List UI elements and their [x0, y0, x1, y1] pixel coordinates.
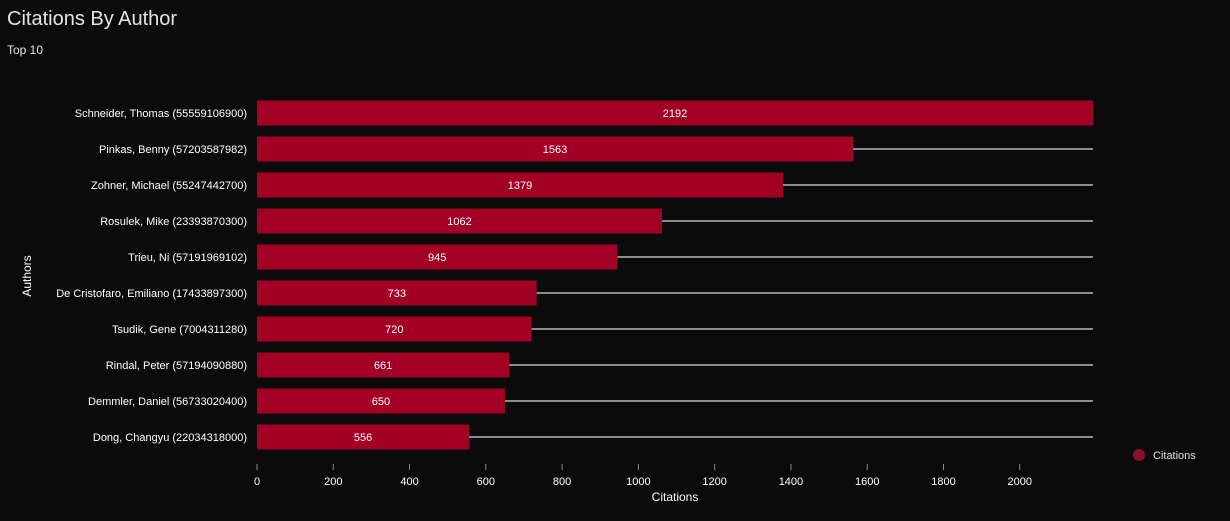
x-tick-label: 200 [324, 476, 342, 488]
category-label: Demmler, Daniel (56733020400) [88, 396, 247, 408]
x-tick-label: 1000 [626, 476, 650, 488]
legend[interactable]: Citations [1133, 449, 1196, 462]
bar-value-label: 1563 [543, 144, 567, 156]
category-label: Zohner, Michael (55247442700) [91, 180, 247, 192]
bar[interactable] [257, 424, 470, 450]
x-tick-label: 1400 [779, 476, 803, 488]
category-label: Dong, Changyu (22034318000) [93, 432, 247, 444]
bars [257, 100, 1093, 450]
category-label: De Cristofaro, Emiliano (17433897300) [56, 288, 247, 300]
legend-label: Citations [1153, 450, 1196, 462]
bar[interactable] [257, 136, 854, 162]
bar[interactable] [257, 244, 618, 270]
category-label: Tsudik, Gene (7004311280) [112, 324, 247, 336]
bar-value-labels: 2192 1563 1379 1062 945 733 720 661 650 556 [354, 108, 687, 444]
bar[interactable] [257, 280, 537, 306]
track-lines [469, 148, 1093, 438]
bar-value-label: 733 [388, 288, 406, 300]
bar-value-label: 1062 [447, 216, 471, 228]
bar[interactable] [257, 352, 510, 378]
bar[interactable] [257, 100, 1093, 126]
category-label: Rindal, Peter (57194090880) [106, 360, 247, 372]
y-axis-title: Authors [20, 255, 34, 296]
bar-value-label: 2192 [663, 108, 687, 120]
x-tick-label: 1600 [855, 476, 879, 488]
category-label: Trieu, Ni (57191969102) [128, 252, 247, 264]
category-labels: Schneider, Thomas (55559106900) Pinkas, B… [56, 108, 247, 444]
bar-value-label: 650 [372, 396, 390, 408]
x-tick-label: 800 [553, 476, 571, 488]
bar[interactable] [257, 208, 663, 234]
x-tick-label: 1200 [702, 476, 726, 488]
category-label: Pinkas, Benny (57203587982) [99, 144, 247, 156]
bar[interactable] [257, 172, 783, 198]
x-tick-label: 400 [400, 476, 418, 488]
x-tick-label: 600 [477, 476, 495, 488]
category-label: Schneider, Thomas (55559106900) [75, 108, 247, 120]
x-tick-label: 0 [254, 476, 260, 488]
x-axis: 0 200 400 600 800 1000 1200 1400 1600 1800 2000 [254, 464, 1032, 488]
bar-value-label: 556 [354, 432, 372, 444]
bar-value-label: 945 [428, 252, 446, 264]
legend-marker [1133, 449, 1145, 461]
x-tick-label: 2000 [1008, 476, 1032, 488]
x-axis-title: Citations [652, 490, 699, 504]
category-label: Rosulek, Mike (23393870300) [100, 216, 247, 228]
bar-value-label: 720 [385, 324, 403, 336]
x-tick-label: 1800 [931, 476, 955, 488]
chart-subtitle: Top 10 [7, 43, 44, 57]
bar-value-label: 1379 [508, 180, 532, 192]
bar-value-label: 661 [374, 360, 392, 372]
bar[interactable] [257, 388, 505, 414]
chart-title: Citations By Author [7, 8, 178, 30]
bar[interactable] [257, 316, 532, 342]
